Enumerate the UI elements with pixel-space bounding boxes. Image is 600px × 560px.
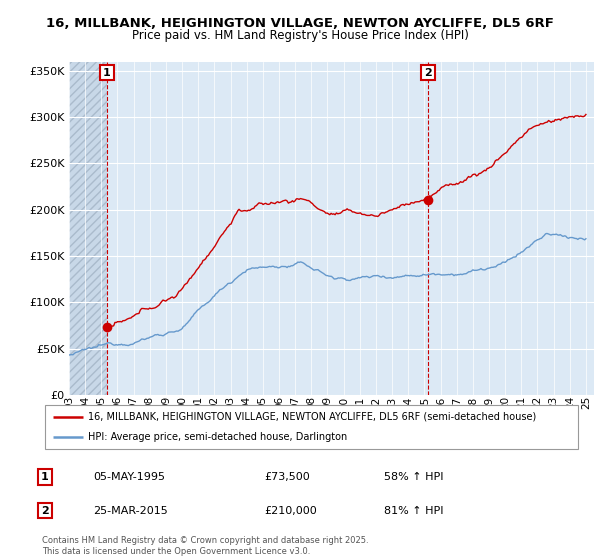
Text: HPI: Average price, semi-detached house, Darlington: HPI: Average price, semi-detached house,… xyxy=(88,432,347,442)
FancyBboxPatch shape xyxy=(45,405,578,449)
Text: Contains HM Land Registry data © Crown copyright and database right 2025.
This d: Contains HM Land Registry data © Crown c… xyxy=(42,536,368,556)
Text: £210,000: £210,000 xyxy=(264,506,317,516)
Text: 05-MAY-1995: 05-MAY-1995 xyxy=(93,472,165,482)
Text: 25-MAR-2015: 25-MAR-2015 xyxy=(93,506,168,516)
Text: 1: 1 xyxy=(41,472,49,482)
Text: Price paid vs. HM Land Registry's House Price Index (HPI): Price paid vs. HM Land Registry's House … xyxy=(131,29,469,42)
Text: 58% ↑ HPI: 58% ↑ HPI xyxy=(384,472,443,482)
Text: 2: 2 xyxy=(41,506,49,516)
Text: 81% ↑ HPI: 81% ↑ HPI xyxy=(384,506,443,516)
Text: 2: 2 xyxy=(424,68,432,78)
Text: £73,500: £73,500 xyxy=(264,472,310,482)
Text: 16, MILLBANK, HEIGHINGTON VILLAGE, NEWTON AYCLIFFE, DL5 6RF (semi-detached house: 16, MILLBANK, HEIGHINGTON VILLAGE, NEWTO… xyxy=(88,412,536,422)
Bar xyxy=(69,62,107,395)
Text: 1: 1 xyxy=(103,68,111,78)
Text: 16, MILLBANK, HEIGHINGTON VILLAGE, NEWTON AYCLIFFE, DL5 6RF: 16, MILLBANK, HEIGHINGTON VILLAGE, NEWTO… xyxy=(46,17,554,30)
